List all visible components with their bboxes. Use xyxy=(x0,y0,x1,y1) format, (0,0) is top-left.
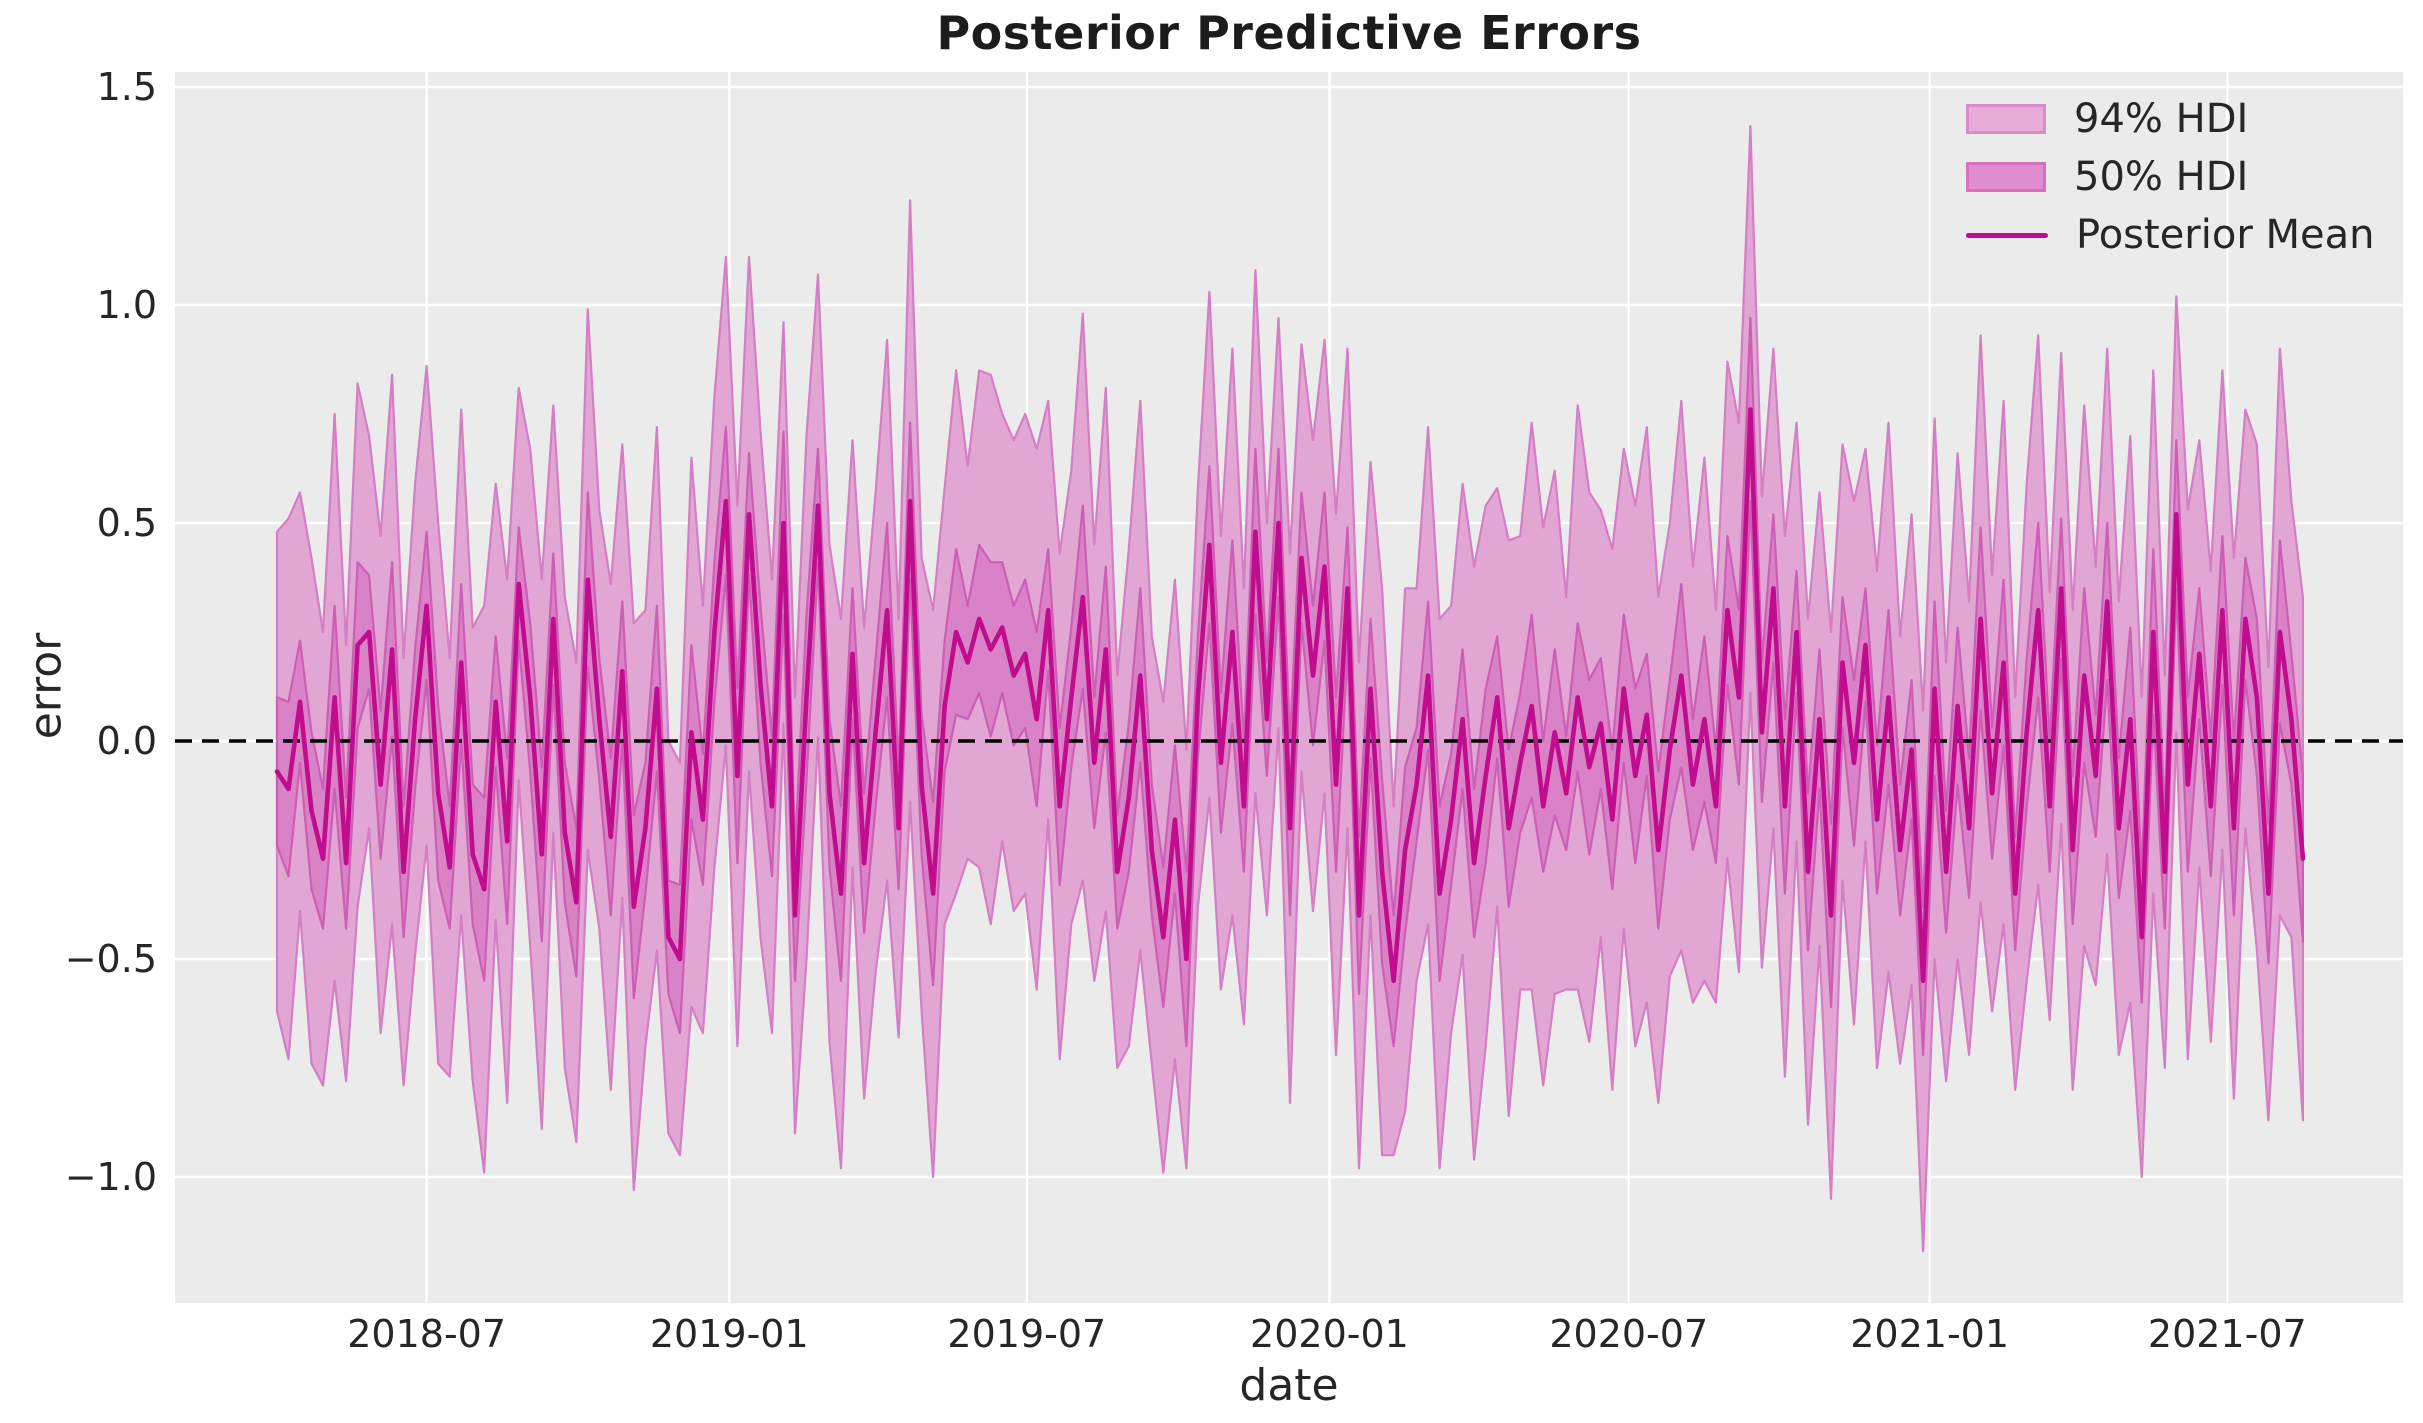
hdi50-band xyxy=(275,317,2304,1056)
legend: 94% HDI 50% HDI Posterior Mean xyxy=(1966,96,2375,258)
x-tick-label: 2020-01 xyxy=(1250,1312,1409,1356)
legend-entry: 50% HDI xyxy=(1966,154,2374,200)
x-tick-label: 2018-07 xyxy=(347,1312,507,1356)
legend-label: 94% HDI xyxy=(2074,96,2249,142)
legend-entry: Posterior Mean xyxy=(1966,212,2375,258)
y-tick-label: 0.0 xyxy=(96,719,157,763)
legend-patch-swatch xyxy=(1966,104,2046,134)
y-tick-label: 1.0 xyxy=(96,283,157,327)
y-axis-label: error xyxy=(20,632,72,740)
y-tick-label: 1.5 xyxy=(96,65,157,109)
chart-title: Posterior Predictive Errors xyxy=(936,6,1642,60)
hdi94-band xyxy=(275,125,2304,1253)
x-tick-label: 2021-01 xyxy=(1850,1312,2010,1356)
x-tick-label: 2019-01 xyxy=(649,1312,809,1356)
legend-label: 50% HDI xyxy=(2074,154,2249,200)
posterior-mean-line xyxy=(274,407,2306,984)
y-tick-label: −0.5 xyxy=(64,937,157,981)
legend-entry: 94% HDI xyxy=(1966,96,2374,142)
plot-area xyxy=(175,72,2403,1303)
x-tick-label: 2020-07 xyxy=(1549,1312,1709,1356)
x-axis-label: date xyxy=(1239,1360,1339,1411)
x-tick-label: 2019-07 xyxy=(947,1312,1107,1356)
legend-patch-swatch xyxy=(1966,162,2046,192)
legend-line-swatch xyxy=(1966,232,2048,238)
legend-label: Posterior Mean xyxy=(2076,212,2375,258)
x-tick-label: 2021-07 xyxy=(2147,1312,2307,1356)
y-tick-label: 0.5 xyxy=(96,501,157,545)
y-tick-label: −1.0 xyxy=(64,1155,157,1199)
